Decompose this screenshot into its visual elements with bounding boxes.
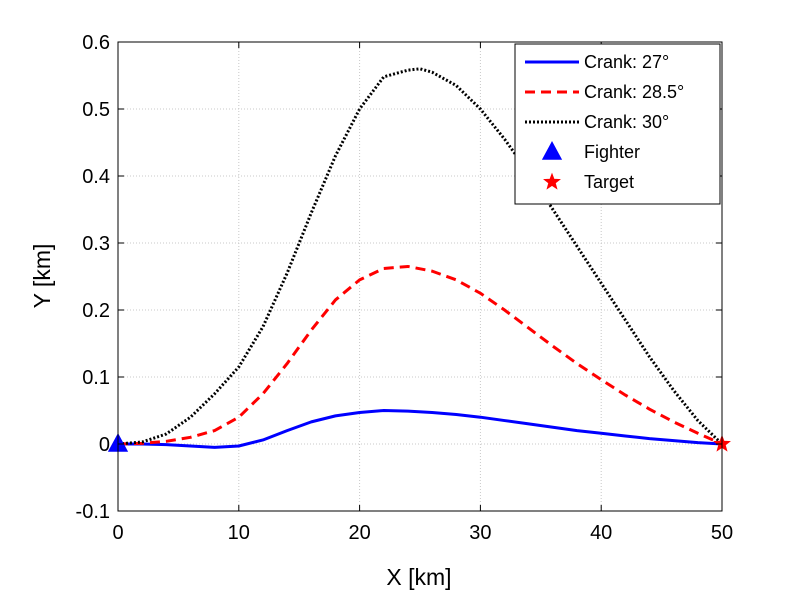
legend-label: Fighter	[584, 142, 640, 162]
y-tick-label: 0	[99, 434, 110, 456]
x-tick-label: 50	[711, 522, 733, 544]
legend-label: Target	[584, 172, 634, 192]
legend-label: Crank: 30°	[584, 112, 669, 132]
x-axis-label: X [km]	[386, 564, 451, 590]
series-line-1	[118, 409, 723, 449]
legend-target-icon	[543, 172, 561, 190]
x-tick-label: 20	[348, 522, 370, 544]
legend-label: Crank: 27°	[584, 52, 669, 72]
series-line-2	[117, 264, 723, 446]
x-tick-label: 30	[469, 522, 491, 544]
series-layer	[117, 67, 724, 449]
y-tick-label: -0.1	[76, 501, 110, 523]
y-tick-label: 0.2	[82, 300, 110, 322]
tick-labels: 0 10 20 30 40 50-0.100.10.20.30.40.50.6	[76, 32, 734, 544]
x-tick-label: 40	[590, 522, 612, 544]
y-tick-label: 0.1	[82, 367, 110, 389]
series-line-3	[117, 67, 724, 446]
legend-label: Crank: 28.5°	[584, 82, 684, 102]
legend: Crank: 27° Crank: 28.5° Crank: 30° Fighter T…	[514, 43, 721, 205]
y-tick-label: 0.3	[82, 233, 110, 255]
axes	[117, 41, 723, 512]
y-tick-label: 0.6	[82, 32, 110, 54]
x-tick-label: 0	[112, 522, 123, 544]
y-axis-label: Y [km]	[29, 244, 55, 309]
legend-fighter-icon	[541, 141, 563, 160]
y-tick-label: 0.4	[82, 166, 110, 188]
y-tick-label: 0.5	[82, 99, 110, 121]
legend-box	[514, 43, 721, 205]
x-tick-label: 10	[228, 522, 250, 544]
axes-box	[117, 41, 723, 512]
